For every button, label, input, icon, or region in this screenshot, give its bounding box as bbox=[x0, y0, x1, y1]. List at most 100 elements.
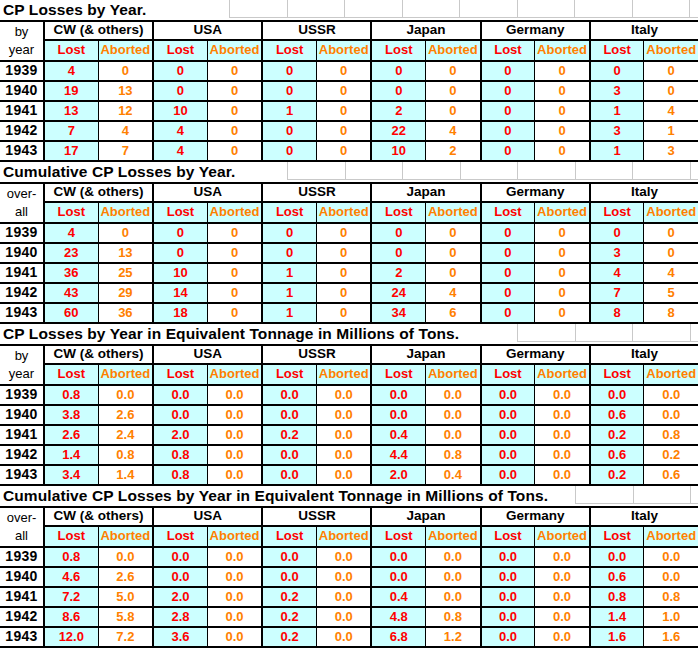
cell-lost[interactable]: 22 bbox=[370, 122, 425, 140]
col-header-aborted[interactable]: Aborted bbox=[316, 365, 371, 384]
col-header-aborted[interactable]: Aborted bbox=[534, 527, 589, 546]
cell-lost[interactable]: 4.8 bbox=[370, 608, 425, 626]
cell-aborted[interactable]: 5 bbox=[643, 284, 698, 302]
cell-lost[interactable]: 0.2 bbox=[261, 588, 316, 606]
cell-aborted[interactable]: 4 bbox=[643, 102, 698, 120]
cell-lost[interactable]: 36 bbox=[43, 264, 98, 282]
cell-aborted[interactable]: 0.0 bbox=[316, 588, 371, 606]
country-header-japan[interactable]: Japan bbox=[370, 22, 479, 41]
col-header-lost[interactable]: Lost bbox=[152, 365, 207, 384]
col-header-lost[interactable]: Lost bbox=[589, 41, 644, 60]
cell-aborted[interactable]: 0.0 bbox=[534, 548, 589, 566]
cell-lost[interactable]: 13 bbox=[43, 102, 98, 120]
cell-lost[interactable]: 1 bbox=[261, 102, 316, 120]
cell-lost[interactable]: 0 bbox=[261, 244, 316, 262]
country-header-italy[interactable]: Italy bbox=[589, 184, 698, 203]
cell-lost[interactable]: 12.0 bbox=[43, 628, 98, 646]
cell-lost[interactable]: 2.0 bbox=[370, 466, 425, 484]
cell-lost[interactable]: 10 bbox=[152, 102, 207, 120]
cell-lost[interactable]: 1.4 bbox=[589, 608, 644, 626]
cell-lost[interactable]: 0 bbox=[370, 244, 425, 262]
row-axis-label[interactable]: over- all bbox=[0, 184, 43, 222]
cell-lost[interactable]: 0.0 bbox=[480, 446, 535, 464]
col-header-aborted[interactable]: Aborted bbox=[643, 41, 698, 60]
cell-lost[interactable]: 0 bbox=[261, 82, 316, 100]
cell-lost[interactable]: 0.0 bbox=[480, 386, 535, 404]
cell-aborted[interactable]: 0 bbox=[425, 82, 480, 100]
country-header-ussr[interactable]: USSR bbox=[261, 22, 370, 41]
cell-lost[interactable]: 0 bbox=[480, 264, 535, 282]
cell-aborted[interactable]: 0.0 bbox=[643, 386, 698, 404]
cell-aborted[interactable]: 4 bbox=[98, 122, 153, 140]
cell-aborted[interactable]: 0.0 bbox=[534, 466, 589, 484]
col-header-aborted[interactable]: Aborted bbox=[425, 41, 480, 60]
cell-aborted[interactable]: 0 bbox=[425, 224, 480, 242]
cell-aborted[interactable]: 0 bbox=[207, 304, 262, 322]
cell-lost[interactable]: 8.6 bbox=[43, 608, 98, 626]
year-label[interactable]: 1942 bbox=[0, 446, 43, 464]
country-header-cw-others[interactable]: CW (& others) bbox=[43, 22, 152, 41]
cell-lost[interactable]: 0.0 bbox=[480, 628, 535, 646]
cell-aborted[interactable]: 4 bbox=[425, 284, 480, 302]
country-header-germany[interactable]: Germany bbox=[480, 22, 589, 41]
country-header-japan[interactable]: Japan bbox=[370, 184, 479, 203]
cell-lost[interactable]: 7 bbox=[43, 122, 98, 140]
cell-lost[interactable]: 0 bbox=[370, 82, 425, 100]
year-label[interactable]: 1939 bbox=[0, 548, 43, 566]
cell-aborted[interactable]: 1.6 bbox=[643, 628, 698, 646]
cell-aborted[interactable]: 0.0 bbox=[643, 548, 698, 566]
cell-lost[interactable]: 17 bbox=[43, 142, 98, 160]
year-label[interactable]: 1943 bbox=[0, 304, 43, 322]
cell-aborted[interactable]: 3 bbox=[643, 142, 698, 160]
cell-lost[interactable]: 0 bbox=[480, 244, 535, 262]
cell-lost[interactable]: 0.0 bbox=[261, 386, 316, 404]
cell-aborted[interactable]: 0.8 bbox=[425, 608, 480, 626]
cell-lost[interactable]: 0.0 bbox=[480, 588, 535, 606]
row-axis-label[interactable]: over- all bbox=[0, 508, 43, 546]
cell-lost[interactable]: 0.0 bbox=[480, 608, 535, 626]
cell-aborted[interactable]: 0 bbox=[534, 102, 589, 120]
cell-lost[interactable]: 0.0 bbox=[261, 568, 316, 586]
cell-lost[interactable]: 0.8 bbox=[43, 548, 98, 566]
cell-aborted[interactable]: 2.4 bbox=[98, 426, 153, 444]
cell-lost[interactable]: 8 bbox=[589, 304, 644, 322]
cell-aborted[interactable]: 0.0 bbox=[316, 406, 371, 424]
col-header-aborted[interactable]: Aborted bbox=[534, 203, 589, 222]
col-header-aborted[interactable]: Aborted bbox=[207, 203, 262, 222]
cell-lost[interactable]: 2.8 bbox=[152, 608, 207, 626]
row-axis-label[interactable]: by year bbox=[0, 22, 43, 60]
cell-lost[interactable]: 0.0 bbox=[589, 548, 644, 566]
cell-aborted[interactable]: 0 bbox=[534, 284, 589, 302]
cell-lost[interactable]: 0 bbox=[480, 304, 535, 322]
year-label[interactable]: 1941 bbox=[0, 264, 43, 282]
cell-lost[interactable]: 0 bbox=[152, 224, 207, 242]
col-header-lost[interactable]: Lost bbox=[589, 203, 644, 222]
cell-aborted[interactable]: 0 bbox=[207, 62, 262, 80]
cell-aborted[interactable]: 0 bbox=[316, 62, 371, 80]
cell-aborted[interactable]: 0.8 bbox=[643, 426, 698, 444]
col-header-aborted[interactable]: Aborted bbox=[643, 365, 698, 384]
cell-aborted[interactable]: 0 bbox=[534, 82, 589, 100]
cell-aborted[interactable]: 0 bbox=[207, 224, 262, 242]
cell-lost[interactable]: 0.6 bbox=[589, 446, 644, 464]
year-label[interactable]: 1941 bbox=[0, 102, 43, 120]
cell-aborted[interactable]: 0 bbox=[316, 122, 371, 140]
cell-aborted[interactable]: 29 bbox=[98, 284, 153, 302]
cell-lost[interactable]: 0 bbox=[480, 82, 535, 100]
cell-aborted[interactable]: 0.0 bbox=[425, 406, 480, 424]
cell-aborted[interactable]: 5.8 bbox=[98, 608, 153, 626]
col-header-aborted[interactable]: Aborted bbox=[425, 365, 480, 384]
col-header-lost[interactable]: Lost bbox=[370, 41, 425, 60]
cell-lost[interactable]: 4 bbox=[43, 62, 98, 80]
country-header-usa[interactable]: USA bbox=[152, 22, 261, 41]
cell-aborted[interactable]: 0 bbox=[425, 244, 480, 262]
cell-aborted[interactable]: 0 bbox=[316, 264, 371, 282]
col-header-aborted[interactable]: Aborted bbox=[98, 527, 153, 546]
country-header-usa[interactable]: USA bbox=[152, 508, 261, 527]
col-header-lost[interactable]: Lost bbox=[370, 527, 425, 546]
cell-lost[interactable]: 7 bbox=[589, 284, 644, 302]
country-header-italy[interactable]: Italy bbox=[589, 22, 698, 41]
cell-aborted[interactable]: 0.0 bbox=[316, 426, 371, 444]
cell-aborted[interactable]: 0 bbox=[207, 102, 262, 120]
cell-lost[interactable]: 2 bbox=[370, 102, 425, 120]
